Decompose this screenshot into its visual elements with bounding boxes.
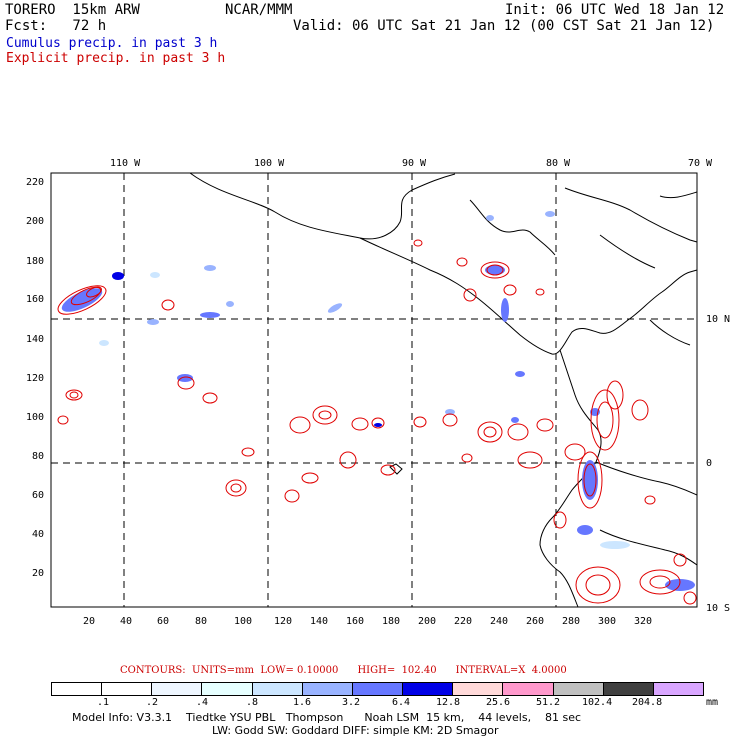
legend-units: mm [706,697,719,708]
legend-swatch [252,683,303,695]
x-tick: 220 [454,616,472,627]
legend-colorbar [51,682,704,696]
y-tick: 100 [26,412,44,423]
x-tick: 160 [346,616,364,627]
legend-label: 3.2 [342,697,361,708]
lon-label: 100 W [254,158,285,169]
legend-label: 102.4 [582,697,613,708]
lat-lon-grid [51,173,697,607]
x-tick: 140 [310,616,328,627]
legend-swatch [52,683,103,695]
legend-swatch [553,683,604,695]
lon-label: 90 W [402,158,427,169]
lat-label: 0 [706,458,712,469]
lat-label: 10 S [706,603,730,614]
x-tick: 20 [83,616,95,627]
organization: NCAR/MMM [225,2,293,18]
legend-label: .2 [146,697,159,708]
legend-label: .8 [246,697,259,708]
y-tick: 200 [26,216,44,227]
legend-label: .1 [97,697,110,708]
y-tick: 60 [32,490,44,501]
legend-label: 204.8 [632,697,663,708]
legend-swatch [453,683,504,695]
x-tick: 200 [418,616,436,627]
physics-info: LW: Godd SW: Goddard DIFF: simple KM: 2D… [212,724,499,737]
legend-swatch [503,683,554,695]
model-title: TORERO 15km ARW [5,2,140,18]
legend-swatch [152,683,203,695]
x-axis-ticks: 20 40 60 80 100 120 140 160 180 200 220 … [83,616,652,627]
legend-swatch [653,683,704,695]
y-axis-ticks: 220 200 180 160 140 120 100 80 60 40 20 [26,177,44,579]
legend-label: .4 [196,697,209,708]
model-info: Model Info: V3.3.1 Tiedtke YSU PBL Thomp… [72,711,582,724]
legend-swatch [603,683,654,695]
legend-label: 12.8 [436,697,461,708]
y-tick: 180 [26,256,44,267]
field-explicit-label: Explicit precip. in past 3 h [6,51,226,66]
y-tick: 120 [26,373,44,384]
x-tick: 280 [562,616,580,627]
explicit-precip-contours [57,239,697,605]
legend-swatch [102,683,153,695]
legend-swatch [403,683,454,695]
x-tick: 60 [157,616,169,627]
y-tick: 160 [26,294,44,305]
lat-label: 10 N [706,314,730,325]
lon-label: 110 W [110,158,141,169]
legend-label: 6.4 [392,697,411,708]
contour-info: CONTOURS: UNITS=mm LOW= 0.10000 HIGH= 10… [120,665,567,676]
y-tick: 140 [26,334,44,345]
longitude-labels: 110 W 100 W 90 W 80 W 70 W [110,158,713,169]
y-tick: 80 [32,451,44,462]
init-time: Init: 06 UTC Wed 18 Jan 12 [505,2,725,18]
y-tick: 20 [32,568,44,579]
lon-label: 80 W [546,158,571,169]
x-tick: 320 [634,616,652,627]
legend-swatch [302,683,353,695]
legend-label: 51.2 [536,697,561,708]
y-tick: 220 [26,177,44,188]
x-tick: 80 [195,616,207,627]
x-tick: 180 [382,616,400,627]
valid-time: Valid: 06 UTC Sat 21 Jan 12 (00 CST Sat … [293,18,715,34]
x-tick: 100 [234,616,252,627]
x-tick: 300 [598,616,616,627]
lon-label: 70 W [688,158,713,169]
field-cumulus-label: Cumulus precip. in past 3 h [6,36,218,51]
map-frame [50,172,698,608]
x-tick: 260 [526,616,544,627]
legend-swatch [202,683,253,695]
legend-label: 1.6 [293,697,312,708]
legend-swatch [352,683,404,695]
x-tick: 240 [490,616,508,627]
legend-label: 25.6 [486,697,511,708]
y-tick: 40 [32,529,44,540]
x-tick: 120 [274,616,292,627]
forecast-hour: Fcst: 72 h [5,18,107,34]
latitude-labels: 10 N 0 10 S [706,314,730,614]
cumulus-precip [61,211,695,591]
x-tick: 40 [120,616,132,627]
